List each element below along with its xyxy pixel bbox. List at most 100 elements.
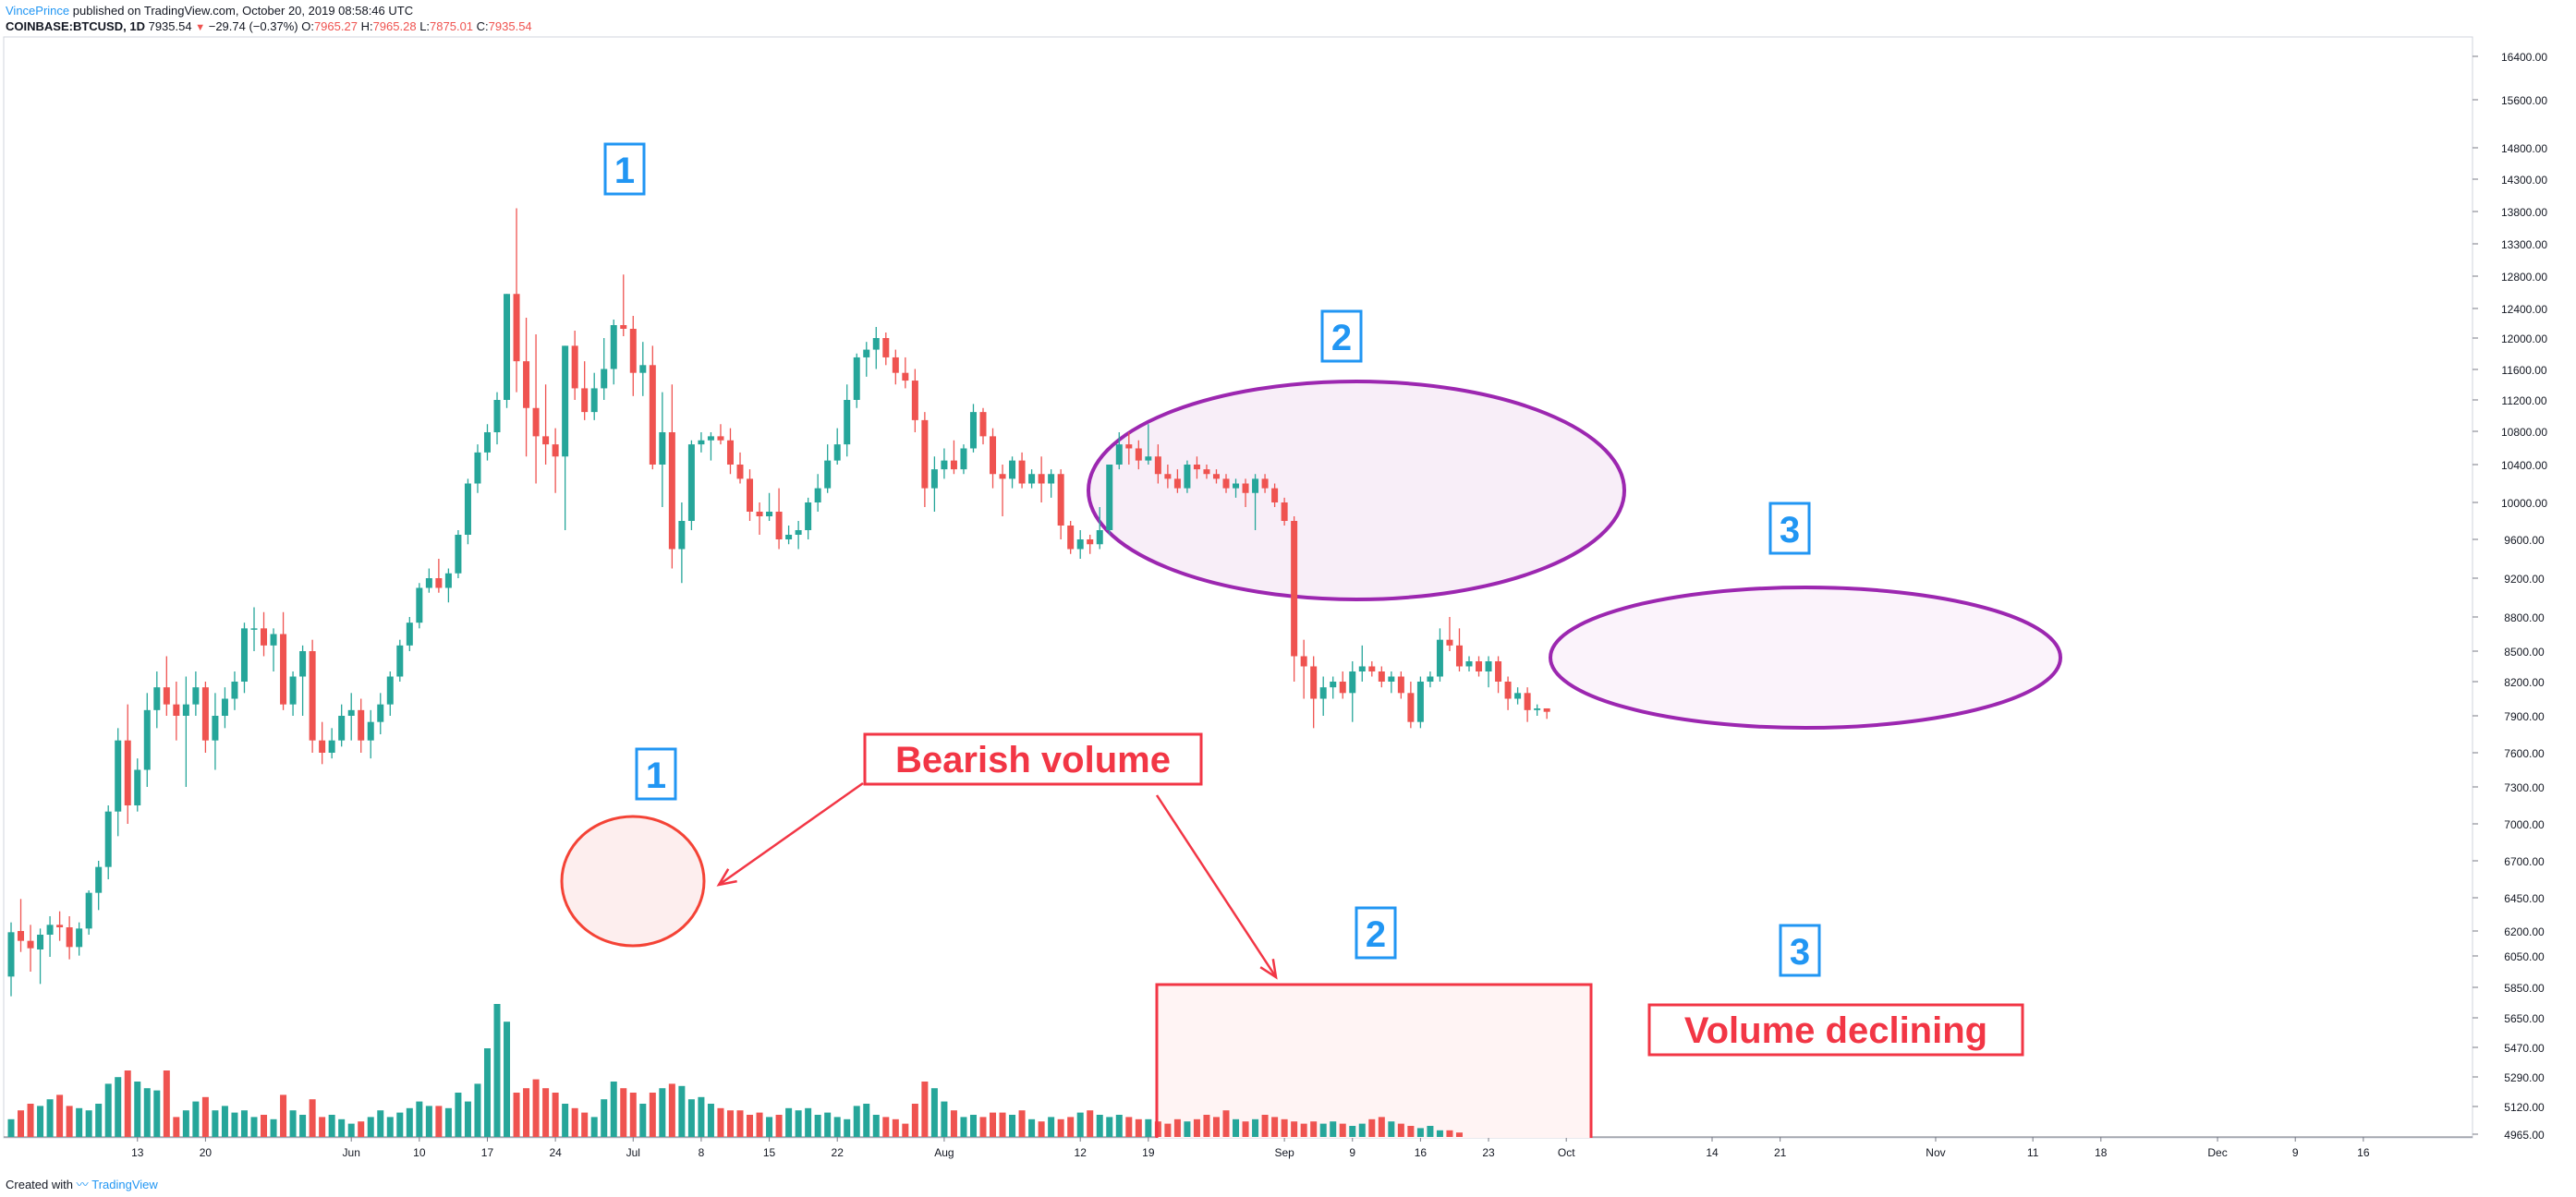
candle-body — [1368, 666, 1376, 671]
price-tick-label: 5120.00 — [2504, 1101, 2545, 1114]
volume-bar — [250, 1117, 258, 1137]
volume-bar — [18, 1110, 25, 1137]
time-tick-label: Jul — [626, 1146, 640, 1159]
volume-bar — [1368, 1118, 1376, 1137]
candle-body — [328, 740, 335, 753]
volume-bar — [1106, 1117, 1113, 1137]
volume-bar — [1173, 1118, 1181, 1137]
price-label-1-box — [603, 142, 646, 196]
price-tick-label: 6450.00 — [2504, 892, 2545, 905]
volume-bar — [1349, 1126, 1356, 1137]
candle-body — [250, 628, 258, 630]
volume-bar — [280, 1094, 287, 1137]
high-value: 7965.28 — [372, 19, 417, 33]
volume-bar — [85, 1110, 92, 1137]
volume-bar — [1261, 1115, 1269, 1137]
candles — [7, 208, 1550, 997]
candle-body — [1076, 539, 1084, 550]
volume-bar — [1096, 1115, 1103, 1137]
candle-body — [629, 329, 637, 373]
price-tick-label: 5470.00 — [2504, 1042, 2545, 1055]
volume-bar — [562, 1104, 569, 1137]
time-tick-label: 16 — [1415, 1146, 1428, 1159]
volume-bar — [66, 1106, 73, 1137]
volume-bar — [601, 1099, 608, 1137]
candle-body — [367, 721, 374, 741]
candle-body — [212, 716, 219, 741]
time-tick-label: 14 — [1706, 1146, 1719, 1159]
volume-bar — [1018, 1110, 1026, 1137]
price-tick-label: 8500.00 — [2504, 646, 2545, 659]
volume-bar — [581, 1112, 589, 1137]
price-tick-label: 7300.00 — [2504, 781, 2545, 794]
candle-body — [1203, 469, 1210, 475]
candle-body — [163, 687, 170, 705]
volume-bar — [309, 1099, 316, 1137]
candle-body — [416, 587, 423, 623]
volume-bar — [474, 1083, 481, 1137]
bearish-volume-callout-text: Bearish volume — [895, 740, 1171, 780]
time-tick-label: 16 — [2357, 1146, 2370, 1159]
volume-bar — [416, 1101, 423, 1137]
price-tick-label: 7900.00 — [2504, 710, 2545, 723]
candle-body — [425, 578, 432, 588]
candle-body — [1173, 478, 1181, 489]
candle-body — [1212, 474, 1220, 479]
volume-label-2: 2 — [1355, 906, 1397, 960]
price-tick-label: 10400.00 — [2501, 459, 2547, 472]
volume-label-1-text: 1 — [646, 756, 666, 796]
volume-bar — [153, 1090, 161, 1137]
high-label: H: — [360, 19, 373, 33]
candle-body — [687, 444, 695, 521]
candle-body — [66, 927, 73, 948]
candle-body — [173, 704, 180, 716]
candle-body — [280, 634, 287, 705]
volume-bar — [629, 1093, 637, 1137]
candle-body — [464, 483, 471, 535]
candle-body — [1446, 639, 1453, 646]
author-link[interactable]: VincePrince — [6, 4, 70, 18]
volume-bar — [872, 1115, 880, 1137]
candle-body — [552, 444, 559, 457]
candle-body — [659, 432, 666, 465]
price-tick-label: 7000.00 — [2504, 818, 2545, 831]
volume-bar — [221, 1106, 228, 1137]
volume-bar — [552, 1093, 559, 1137]
volume-bar — [950, 1110, 957, 1137]
candle-body — [726, 440, 734, 465]
candle-body — [104, 811, 112, 867]
price-tick-label: 12400.00 — [2501, 303, 2547, 316]
arrow-to-bearish-volume — [716, 781, 864, 887]
consolidation-ellipse-2 — [1087, 380, 1626, 601]
price-label-3-box — [1768, 502, 1811, 555]
candle-body — [1242, 483, 1249, 493]
candle-body — [1009, 460, 1016, 479]
last-price: 7935.54 — [148, 19, 192, 33]
volume-bar — [201, 1096, 209, 1137]
tradingview-link[interactable]: TradingView — [91, 1178, 158, 1191]
candle-body — [1125, 444, 1133, 449]
volume-bar — [785, 1107, 793, 1137]
volume-bar — [1436, 1130, 1443, 1137]
volume-bar — [231, 1112, 238, 1137]
candle-body — [542, 436, 550, 445]
volume-bar — [37, 1106, 44, 1137]
volume-bar — [639, 1104, 647, 1137]
volume-bar — [493, 1004, 501, 1137]
symbol-label[interactable]: COINBASE:BTCUSD, 1D — [6, 19, 145, 33]
volume-declining-callout: Volume declining — [1647, 1003, 2024, 1057]
candle-body — [1106, 465, 1113, 530]
change-down-icon: ▼ — [195, 22, 206, 33]
volume-bar — [1028, 1118, 1036, 1137]
volume-bar — [824, 1112, 832, 1137]
volume-bar — [921, 1082, 929, 1137]
time-tick-label: 21 — [1774, 1146, 1787, 1159]
arrow-to-volume-range — [1155, 794, 1278, 980]
candle-body — [1427, 676, 1434, 682]
candle-body — [1310, 666, 1318, 699]
time-tick-label: 9 — [2292, 1146, 2299, 1159]
arrow-to-bearish-volume-line — [718, 781, 864, 887]
price-tick-label: 15600.00 — [2501, 94, 2547, 107]
volume-bar — [115, 1077, 122, 1137]
